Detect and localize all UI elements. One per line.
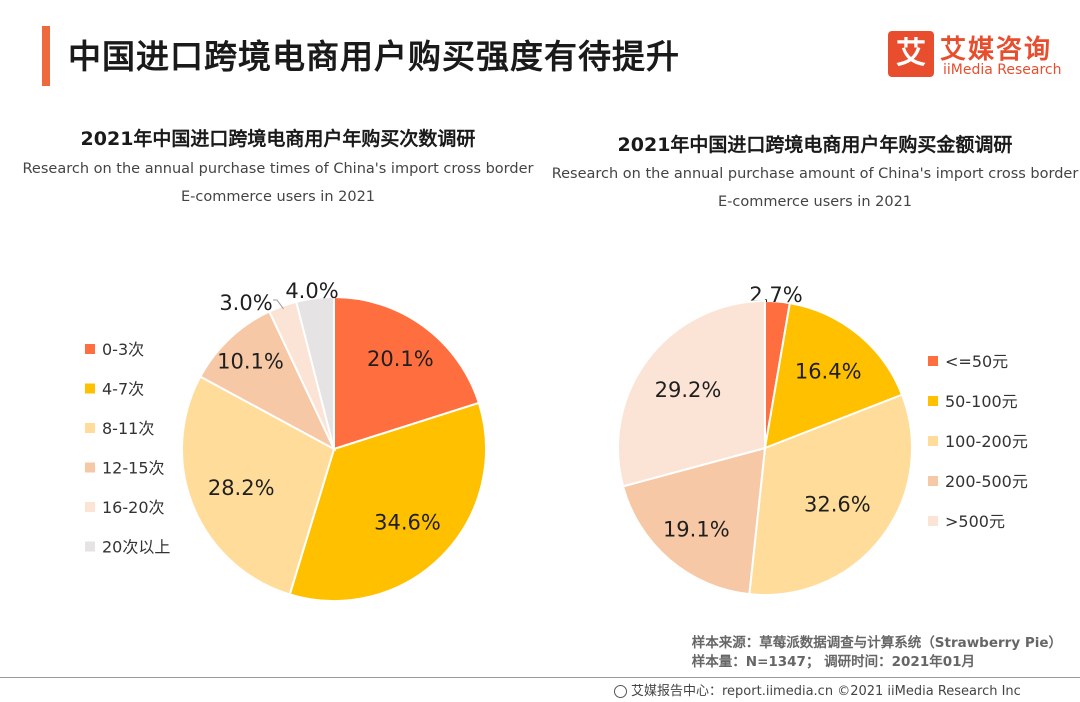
chart1-data-label-1: 34.6% <box>374 511 441 535</box>
chart1-legend-label-1: 4-7次 <box>102 380 144 399</box>
chart1-legend-swatch-3 <box>85 462 95 473</box>
chart2-slice-3 <box>621 446 767 596</box>
title-accent-bar <box>42 26 50 86</box>
chart2-subtitle: Research on the annual purchase amount o… <box>545 160 1080 216</box>
chart2-legend-label-2: 100-200元 <box>945 432 1028 451</box>
chart2-data-label-4: 29.2% <box>655 378 722 402</box>
chart1-slice-3 <box>198 310 337 452</box>
chart2-legend-label-4: >500元 <box>945 512 1005 531</box>
iimedia-logo: 艾 艾媒咨询 iiMedia Research <box>888 31 1068 81</box>
footer: 艾媒报告中心：report.iimedia.cn ©2021 iiMedia R… <box>614 680 1021 699</box>
chart1-legend-label-3: 12-15次 <box>102 459 165 478</box>
chart1-legend-swatch-0 <box>85 344 95 354</box>
chart2-legend-swatch-1 <box>928 396 938 406</box>
globe-icon <box>614 685 627 698</box>
chart1-data-label-4: 3.0% <box>219 291 272 315</box>
chart2-slice-4 <box>617 299 766 488</box>
chart1-data-label-0: 20.1% <box>367 347 434 371</box>
chart1-slice-0 <box>333 295 481 451</box>
chart2-legend-swatch-4 <box>928 516 938 526</box>
logo-mark: 艾 <box>888 31 934 77</box>
chart2-legend-swatch-2 <box>928 436 938 446</box>
chart1-slice-2 <box>181 375 336 596</box>
chart1-data-label-5: 4.0% <box>285 279 338 303</box>
chart1-legend-label-0: 0-3次 <box>102 340 144 359</box>
chart1-subtitle: Research on the annual purchase times of… <box>8 155 548 211</box>
chart2-legend-label-0: <=50元 <box>945 352 1008 371</box>
chart1-legend-label-2: 8-11次 <box>102 419 154 438</box>
chart1-subtitle-line1: Research on the annual purchase times of… <box>22 161 534 177</box>
chart1-data-label-3: 10.1% <box>217 350 284 374</box>
chart2-legend-label-1: 50-100元 <box>945 392 1018 411</box>
chart1-legend-swatch-2 <box>85 423 95 433</box>
source-line2: 样本量：N=1347； 调研时间：2021年01月 <box>691 654 976 670</box>
source-note: 样本来源：草莓派数据调查与计算系统（Strawberry Pie） 样本量：N=… <box>692 634 1062 672</box>
chart1-title: 2021年中国进口跨境电商用户年购买次数调研 <box>80 128 476 150</box>
chart1-legend-label-5: 20次以上 <box>102 538 170 557</box>
chart2-legend-swatch-0 <box>928 356 938 366</box>
chart1-legend-swatch-5 <box>85 541 95 552</box>
chart1-legend-label-4: 16-20次 <box>102 498 165 517</box>
chart2-slice-2 <box>748 393 913 596</box>
chart2-legend-swatch-3 <box>928 476 938 486</box>
chart2-title: 2021年中国进口跨境电商用户年购买金额调研 <box>617 134 1013 156</box>
chart2-legend-label-3: 200-500元 <box>945 472 1028 491</box>
chart1-slice-1 <box>288 401 487 602</box>
chart2-data-label-2: 32.6% <box>804 492 871 516</box>
chart1-legend-swatch-1 <box>85 383 95 394</box>
logo-english-name: iiMedia Research <box>943 62 1062 78</box>
chart1-legend-swatch-4 <box>85 502 95 512</box>
chart2-subtitle-line2: E-commerce users in 2021 <box>717 194 913 210</box>
chart1-subtitle-line2: E-commerce users in 2021 <box>180 189 376 205</box>
chart2-subtitle-line1: Research on the annual purchase amount o… <box>551 166 1079 182</box>
chart1-leader-line-4 <box>273 299 284 310</box>
chart1-slice-5 <box>294 295 335 450</box>
footer-divider <box>0 677 1080 678</box>
chart2-data-label-3: 19.1% <box>663 518 730 542</box>
footer-text: 艾媒报告中心：report.iimedia.cn ©2021 iiMedia R… <box>631 684 1021 699</box>
chart2-data-label-1: 16.4% <box>795 360 862 384</box>
logo-chinese-name: 艾媒咨询 <box>940 35 1053 65</box>
chart1-data-label-2: 28.2% <box>208 476 275 500</box>
chart2-slice-1 <box>763 301 904 450</box>
page-title: 中国进口跨境电商用户购买强度有待提升 <box>68 37 680 76</box>
source-line1: 样本来源：草莓派数据调查与计算系统（Strawberry Pie） <box>691 635 1062 651</box>
